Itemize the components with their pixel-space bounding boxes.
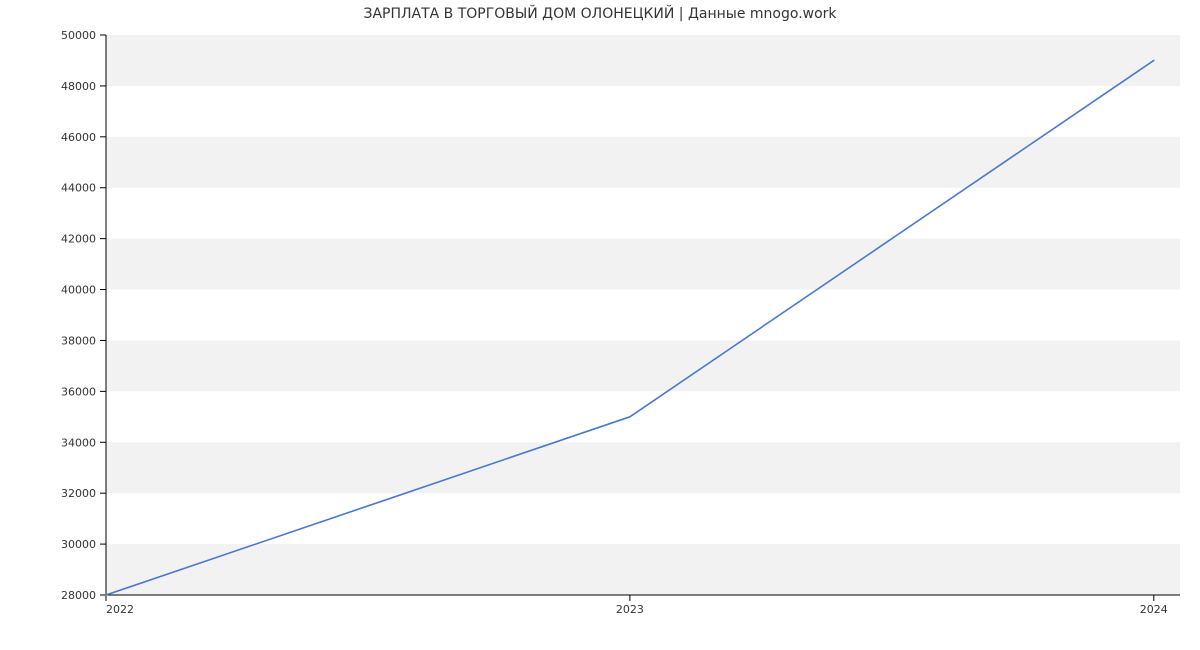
chart-title: ЗАРПЛАТА В ТОРГОВЫЙ ДОМ ОЛОНЕЦКИЙ | Данн… xyxy=(0,6,1200,22)
y-tick-label: 44000 xyxy=(61,182,96,195)
y-tick-label: 40000 xyxy=(61,284,96,297)
y-tick-label: 42000 xyxy=(61,233,96,246)
chart-svg: 28000 30000 32000 34000 36000 38000 40000 42000… xyxy=(0,0,1200,650)
y-tick-label: 38000 xyxy=(61,334,96,347)
y-tick-label: 28000 xyxy=(61,589,96,602)
salary-line-chart: ЗАРПЛАТА В ТОРГОВЫЙ ДОМ ОЛОНЕЦКИЙ | Данн… xyxy=(0,0,1200,650)
y-tick-label: 30000 xyxy=(61,538,96,551)
x-tick-label: 2023 xyxy=(616,603,644,616)
y-tick-label: 34000 xyxy=(61,436,96,449)
y-tick-label: 36000 xyxy=(61,385,96,398)
y-tick-label: 50000 xyxy=(61,29,96,42)
x-tick-label: 2022 xyxy=(106,603,134,616)
y-tick-label: 32000 xyxy=(61,487,96,500)
y-tick-label: 48000 xyxy=(61,80,96,93)
y-tick-label: 46000 xyxy=(61,131,96,144)
x-tick-label: 2024 xyxy=(1140,603,1168,616)
